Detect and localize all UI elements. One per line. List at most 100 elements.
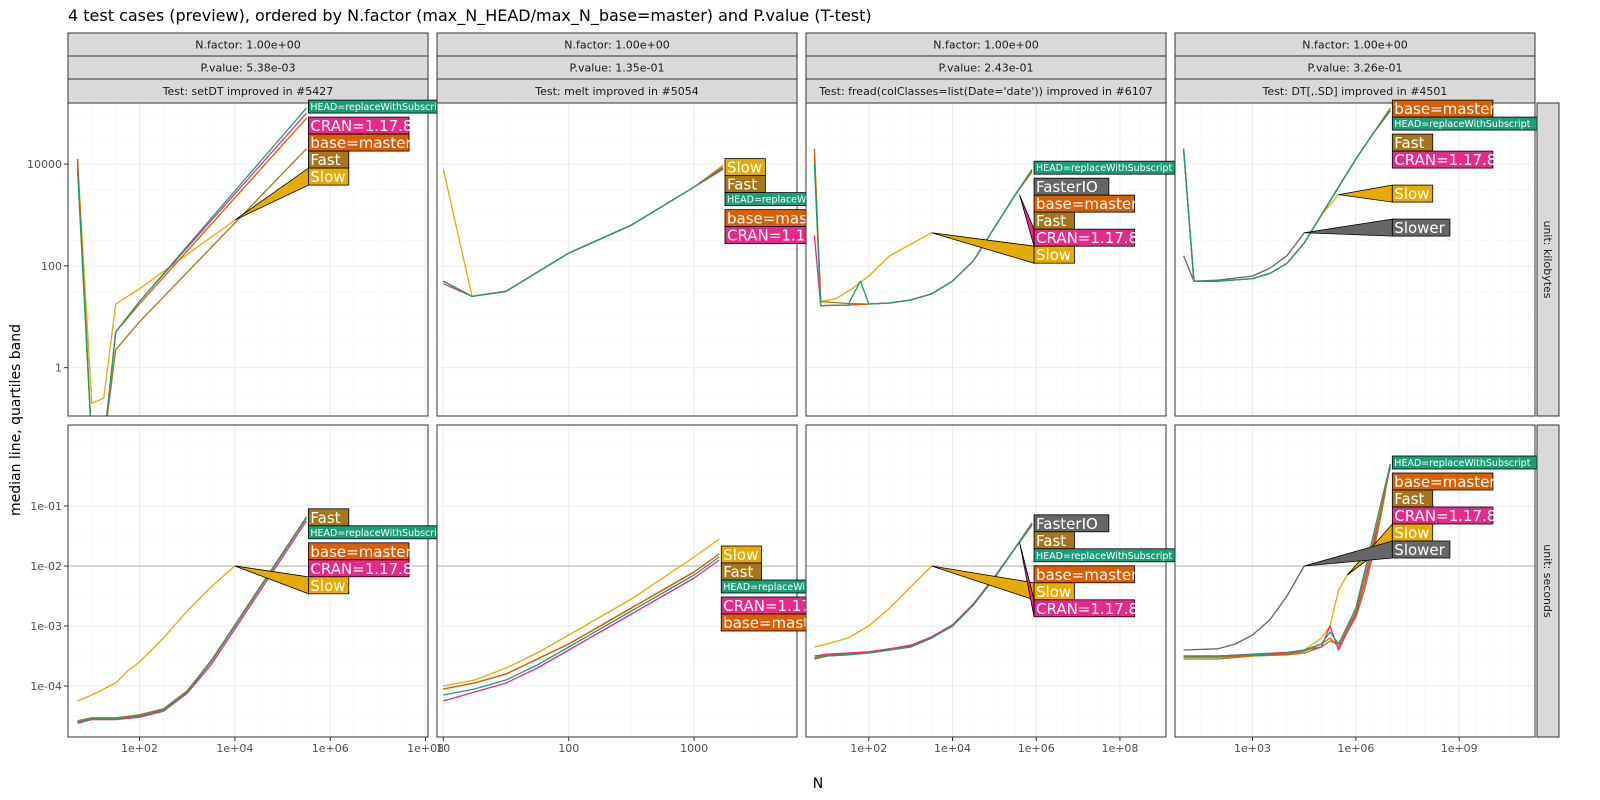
panel-background (68, 425, 428, 737)
panel-border (1174, 424, 1536, 738)
panel-background (1175, 103, 1535, 416)
direct-label-fasterio: FasterIO (1036, 178, 1098, 196)
direct-labels: HEAD=replaceWithSubscript CRAN=1.17.8base… (234, 99, 463, 221)
y-axis-title: median line, quartiles band (8, 324, 24, 516)
series-lines (1182, 107, 1391, 282)
panel-background (68, 103, 428, 416)
strip-label: Test: fread(colClasses=list(Date='date')… (818, 85, 1152, 98)
label-box (1033, 194, 1136, 213)
x-tick-label: 1e+09 (1441, 742, 1478, 755)
direct-label-cran-1-17-8: CRAN=1.17.8 (1036, 229, 1138, 247)
direct-label-slow: Slow (727, 159, 762, 177)
direct-label-cran-1-17-8: CRAN=1.17.8 (727, 227, 829, 245)
strip-label: P.value: 3.26e-01 (1308, 62, 1403, 75)
label-box (1033, 228, 1136, 247)
label-box (1391, 218, 1451, 237)
strip-label: N.factor: 1.00e+00 (195, 39, 300, 52)
x-tick-label: 100 (558, 742, 579, 755)
y-tick-label: 1e-02 (30, 560, 62, 573)
y-tick-label: 1e-03 (30, 620, 62, 633)
x-tick-label: 1e+03 (1234, 742, 1271, 755)
direct-label-base-master: base=master (1394, 473, 1496, 491)
strip-label: P.value: 2.43e-01 (939, 62, 1034, 75)
panel-kilobytes-4: N.factor: 1.00e+00 P.value: 3.26e-01 Test:… (1174, 32, 1560, 417)
y-tick-label: 1 (55, 362, 62, 375)
panel-background (437, 103, 797, 416)
panel-border (67, 102, 429, 417)
strip-label: N.factor: 1.00e+00 (564, 39, 669, 52)
series-line-slow (443, 538, 720, 687)
panel-background (1175, 425, 1535, 737)
direct-label-head-replacewithsubscript: HEAD=replaceWithSubscript (1036, 163, 1172, 174)
label-box (308, 167, 350, 186)
strip-box (436, 78, 798, 104)
x-tick-label: 1e+02 (850, 742, 887, 755)
label-box (1391, 472, 1494, 491)
direct-label-base-master: base=master (1036, 195, 1138, 213)
y-tick-label: 10000 (27, 158, 62, 171)
direct-label-cran-1-17-8: CRAN=1.17.8 (723, 597, 825, 615)
panel-seconds-4: HEAD=replaceWithSubscript base=masterFast… (1174, 424, 1560, 755)
x-tick-label: 1e+06 (1018, 742, 1055, 755)
x-tick-label: 1e+06 (312, 742, 349, 755)
series-lines (813, 148, 1033, 307)
series-line-head-replacewithsubscript (814, 523, 1033, 660)
chart-title: 4 test cases (preview), ordered by N.fac… (68, 6, 872, 26)
direct-label-head-replacewithsubscript: HEAD=replaceWithSubscript (1394, 458, 1530, 469)
x-tick-label: 1e+06 (1337, 742, 1374, 755)
row-strip-box (1536, 102, 1560, 417)
direct-label-head-replacewithsubscript: HEAD=replaceWithSubscript (723, 582, 859, 593)
direct-label-head-replacewithsubscript: HEAD=replaceWithSubscript (1394, 119, 1530, 130)
series-line-cran-1-17-8 (443, 559, 720, 702)
direct-label-fast: Fast (1394, 134, 1424, 152)
series-line-head-replacewithsubscript (443, 556, 720, 696)
label-box (308, 559, 410, 578)
y-tick-label: 1e-04 (30, 680, 62, 693)
x-tick-label: 1e+04 (934, 742, 971, 755)
series-line-slower (1183, 565, 1305, 651)
direct-label-slow: Slow (310, 168, 345, 186)
direct-label-head-replacewithsubscript: HEAD=replaceWithSubscript (310, 102, 446, 113)
direct-label-slow: Slow (1036, 583, 1071, 601)
direct-label-fast: Fast (1036, 532, 1066, 550)
panel-border (67, 424, 429, 738)
label-box (1391, 184, 1434, 203)
direct-label-fast: Fast (727, 176, 757, 194)
strip-label: Test: melt improved in #5054 (534, 85, 698, 98)
direct-label-slow: Slow (723, 546, 758, 564)
direct-label-fast: Fast (310, 509, 340, 527)
row-strip-label: unit: seconds (1541, 544, 1554, 618)
x-tick-label: 1000 (680, 742, 708, 755)
direct-labels: HEAD=replaceWithSubscript base=masterFast… (1304, 455, 1547, 576)
direct-label-slower: Slower (1394, 219, 1445, 237)
strip-label: Test: DT[,.SD] improved in #4501 (1262, 85, 1448, 98)
label-box (1033, 245, 1075, 264)
series-line-slow (814, 565, 933, 648)
label-box (1391, 506, 1494, 525)
direct-label-base-master: base=master (310, 543, 412, 561)
series-line-head-replacewithsubscript (442, 168, 724, 298)
strip-label: Test: setDT improved in #5427 (162, 85, 334, 98)
direct-label-base-master: base=master (723, 614, 825, 632)
strip-label: P.value: 1.35e-01 (570, 62, 665, 75)
direct-label-cran-1-17-8: CRAN=1.17.8 (310, 560, 412, 578)
direct-label-head-replacewithsubscript: HEAD=replaceWithSubscript (727, 195, 863, 206)
direct-label-slow: Slow (1394, 524, 1429, 542)
x-tick-label: 1e+08 (1101, 742, 1138, 755)
strip-label: N.factor: 1.00e+00 (933, 39, 1038, 52)
series-line-base-master (443, 553, 720, 690)
direct-label-fast: Fast (1036, 212, 1066, 230)
series-lines (442, 164, 724, 298)
direct-label-base-master: base=master (310, 134, 412, 152)
panel-kilobytes-1: N.factor: 1.00e+00 P.value: 5.38e-03 Test:… (27, 32, 463, 417)
label-box (1391, 150, 1494, 169)
direct-label-slow: Slow (310, 577, 345, 595)
panel-kilobytes-2: N.factor: 1.00e+00 P.value: 1.35e-01 Test:… (436, 32, 879, 417)
